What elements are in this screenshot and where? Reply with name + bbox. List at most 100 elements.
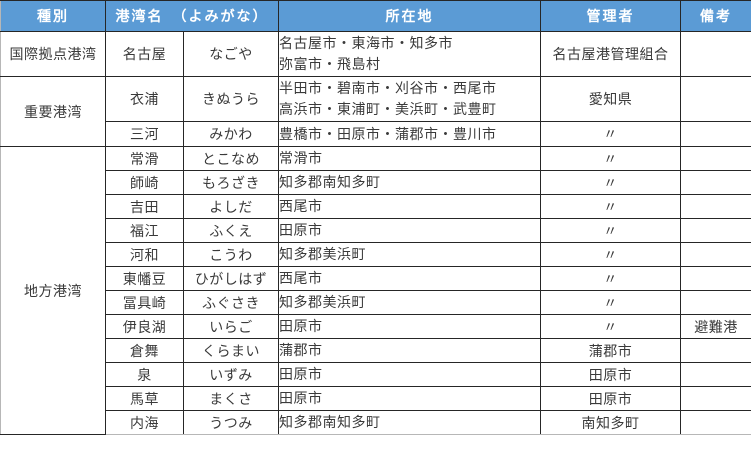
port-name-cell: 東幡豆 [105,266,184,291]
port-name-cell: 福江 [105,218,184,243]
admin-cell: 田原市 [540,362,681,387]
location-line: 弥富市・飛島村 [279,56,381,72]
location-cell: 知多郡南知多町 [278,170,541,195]
port-name-cell: 馬草 [105,386,184,411]
location-line: 半田市・碧南市・刈谷市・西尾市 [279,80,497,96]
location-line: 高浜市・東浦町・美浜町・武豊町 [279,101,497,117]
location-cell: 豊橋市・田原市・蒲郡市・豊川市 [278,121,541,147]
port-row: 伊良湖 いらご 田原市 〃 避難港 [1,314,751,339]
note-cell [680,146,751,171]
header-name-yomi: 港湾名 （よみがな） [105,0,279,32]
header-location: 所在地 [278,0,541,32]
location-cell: 半田市・碧南市・刈谷市・西尾市 高浜市・東浦町・美浜町・武豊町 [278,76,541,122]
location-cell: 田原市 [278,314,541,339]
location-line: 知多郡美浜町 [279,246,366,262]
type-cell: 重要港湾 [0,76,106,147]
yomi-cell: もろざき [183,170,279,195]
admin-cell: 〃 [540,314,681,339]
port-row: 冨具崎 ふぐさき 知多郡美浜町 〃 [1,290,751,315]
location-line: 常滑市 [279,150,323,166]
yomi-cell: いずみ [183,362,279,387]
admin-cell: 蒲郡市 [540,338,681,363]
port-name-cell: 河和 [105,242,184,267]
location-line: 知多郡美浜町 [279,294,366,310]
location-cell: 田原市 [278,386,541,411]
location-cell: 田原市 [278,362,541,387]
note-cell [680,76,751,122]
yomi-cell: とこなめ [183,146,279,171]
port-name-cell: 三河 [105,121,184,147]
note-cell [680,194,751,219]
port-row: 河和 こうわ 知多郡美浜町 〃 [1,242,751,267]
admin-cell: 南知多町 [540,410,681,435]
location-line: 田原市 [279,390,323,406]
port-name-cell: 泉 [105,362,184,387]
location-cell: 知多郡美浜町 [278,242,541,267]
location-line: 蒲郡市 [279,342,323,358]
yomi-cell: こうわ [183,242,279,267]
yomi-cell: きぬうら [183,76,279,122]
port-row: 福江 ふくえ 田原市 〃 [1,218,751,243]
location-line: 田原市 [279,318,323,334]
yomi-cell: ふくえ [183,218,279,243]
location-cell: 蒲郡市 [278,338,541,363]
yomi-cell: ふぐさき [183,290,279,315]
admin-cell: 〃 [540,218,681,243]
admin-cell: 〃 [540,146,681,171]
header-admin: 管理者 [540,0,681,32]
location-line: 知多郡南知多町 [279,174,381,190]
note-cell [680,242,751,267]
port-name-cell: 常滑 [105,146,184,171]
yomi-cell: ひがしはず [183,266,279,291]
yomi-cell: くらまい [183,338,279,363]
header-row: 種別 港湾名 （よみがな） 所在地 管理者 備考 [0,0,751,32]
admin-cell: 〃 [540,266,681,291]
port-row: 倉舞 くらまい 蒲郡市 蒲郡市 [1,338,751,363]
yomi-cell: まくさ [183,386,279,411]
note-cell [680,410,751,435]
port-row: 馬草 まくさ 田原市 田原市 [1,386,751,411]
note-cell [680,362,751,387]
location-line: 知多郡南知多町 [279,414,381,430]
admin-cell: 〃 [540,121,681,147]
port-row: 地方港湾 常滑 とこなめ 常滑市 〃 [0,146,751,435]
note-cell: 避難港 [680,314,751,339]
type-cell: 地方港湾 [0,146,106,435]
port-name-cell: 伊良湖 [105,314,184,339]
admin-cell: 〃 [540,290,681,315]
admin-cell: 田原市 [540,386,681,411]
port-name-cell: 師崎 [105,170,184,195]
port-row: 重要港湾 衣浦 きぬうら 半田市・碧南市・刈谷市・西尾市 高浜市・東浦町・美浜町… [0,76,751,147]
location-line: 田原市 [279,366,323,382]
location-cell: 常滑市 [278,146,541,171]
location-cell: 西尾市 [278,266,541,291]
port-row: 東幡豆 ひがしはず 西尾市 〃 [1,266,751,291]
note-cell [680,290,751,315]
admin-cell: 愛知県 [540,76,681,122]
port-row: 国際拠点港湾 名古屋 なごや 名古屋市・東海市・知多市 弥富市・飛島村 名古屋港… [0,31,751,77]
port-name-cell: 内海 [105,410,184,435]
note-cell [680,266,751,291]
admin-cell: 名古屋港管理組合 [540,31,681,77]
note-cell [680,121,751,147]
admin-cell: 〃 [540,194,681,219]
port-row: 泉 いずみ 田原市 田原市 [1,362,751,387]
note-cell [680,31,751,77]
location-line: 名古屋市・東海市・知多市 [279,35,453,51]
location-cell: 田原市 [278,218,541,243]
location-cell: 知多郡南知多町 [278,410,541,435]
port-name-cell: 名古屋 [105,31,184,77]
note-cell [680,170,751,195]
port-name-cell: 吉田 [105,194,184,219]
location-line: 田原市 [279,222,323,238]
admin-cell: 〃 [540,242,681,267]
admin-cell: 〃 [540,170,681,195]
note-cell [680,218,751,243]
port-name-cell: 衣浦 [105,76,184,122]
port-row: 吉田 よしだ 西尾市 〃 [1,194,751,219]
port-row: 三河 みかわ 豊橋市・田原市・蒲郡市・豊川市 〃 [1,121,751,147]
yomi-cell: うつみ [183,410,279,435]
note-cell [680,338,751,363]
yomi-cell: みかわ [183,121,279,147]
